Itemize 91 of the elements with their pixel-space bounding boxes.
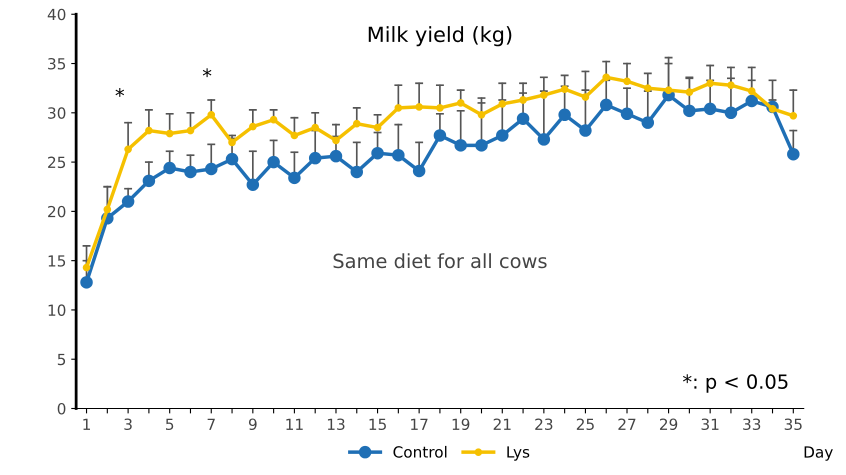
point	[664, 86, 672, 94]
point	[163, 162, 176, 174]
point	[620, 108, 634, 120]
point	[352, 120, 361, 128]
x-tick-label: 25	[576, 418, 594, 430]
point	[478, 110, 486, 119]
point	[270, 116, 278, 124]
x-tick-label: 15	[370, 418, 386, 430]
point	[205, 162, 218, 176]
point	[392, 148, 405, 162]
point	[456, 99, 465, 107]
point	[290, 132, 298, 140]
point	[142, 174, 156, 188]
point	[642, 116, 654, 129]
y-tick-label: 15	[48, 255, 66, 267]
y-tick-label: 40	[48, 8, 66, 20]
x-tick-label: 9	[248, 418, 257, 430]
point	[350, 166, 364, 178]
point	[704, 102, 716, 116]
point	[122, 195, 134, 208]
annotation: *: p < 0.05	[682, 374, 788, 393]
text: Milk yield (kg)	[368, 26, 512, 46]
x-tick-label: 11	[286, 418, 303, 430]
annotation: Same diet for all cows	[334, 253, 547, 268]
point	[434, 129, 446, 142]
point	[748, 87, 756, 95]
point	[415, 103, 423, 111]
point	[582, 93, 590, 101]
point	[249, 122, 257, 130]
point	[519, 96, 527, 104]
y-tick-label: 20	[48, 206, 66, 218]
point	[246, 178, 260, 192]
point	[288, 172, 301, 184]
y-tick-label: 30	[48, 107, 66, 119]
point	[145, 126, 153, 134]
point	[226, 152, 238, 166]
point	[724, 106, 738, 120]
annotation: *	[116, 88, 124, 97]
point	[412, 164, 426, 178]
point	[184, 166, 197, 178]
point	[308, 152, 322, 164]
point	[207, 110, 216, 119]
y-tick-label: 5	[58, 354, 66, 366]
point	[558, 108, 571, 122]
x-tick-label: 23	[535, 418, 552, 430]
point	[623, 77, 631, 86]
x-tick-label: 29	[660, 418, 678, 430]
annotation: *	[202, 68, 212, 78]
point	[789, 112, 798, 120]
point	[394, 104, 402, 112]
y-tick-label: 35	[48, 58, 66, 70]
x-tick-label: 5	[166, 418, 174, 430]
point	[82, 264, 90, 272]
point	[436, 104, 444, 112]
point	[787, 148, 800, 160]
point	[579, 124, 592, 137]
point	[683, 104, 696, 118]
point	[80, 276, 93, 289]
point	[727, 81, 735, 90]
point	[496, 129, 509, 142]
x-tick-label: 31	[702, 418, 718, 430]
x-tick-label: 7	[208, 418, 215, 430]
point	[745, 94, 758, 108]
y-tick-label: 10	[48, 304, 66, 316]
point	[454, 139, 467, 152]
x-tick-label: 21	[494, 418, 511, 430]
x-tick-label: 3	[124, 418, 132, 430]
x-tick-label: 19	[452, 418, 470, 430]
y-tick-label: 0	[58, 402, 66, 415]
x-tick-label: 27	[618, 418, 636, 430]
x-tick-label: 1	[83, 418, 90, 430]
x-tick-label: 35	[784, 418, 802, 430]
point	[600, 98, 612, 112]
point	[104, 206, 112, 214]
legend-label: Control	[393, 446, 446, 458]
point	[516, 112, 530, 125]
x-axis-title: Day	[804, 446, 833, 461]
point	[686, 88, 694, 96]
y-tick-label: 25	[48, 156, 66, 168]
x-tick-label: 17	[411, 418, 428, 430]
point	[186, 126, 194, 134]
point	[166, 130, 174, 138]
point	[371, 146, 384, 160]
point	[124, 145, 132, 154]
point	[330, 150, 342, 162]
x-tick-label: 13	[328, 418, 344, 430]
legend-label: Lys	[507, 446, 530, 461]
x-tick-label: 33	[743, 418, 760, 430]
point	[538, 133, 550, 146]
point	[475, 139, 488, 152]
point	[267, 156, 280, 168]
